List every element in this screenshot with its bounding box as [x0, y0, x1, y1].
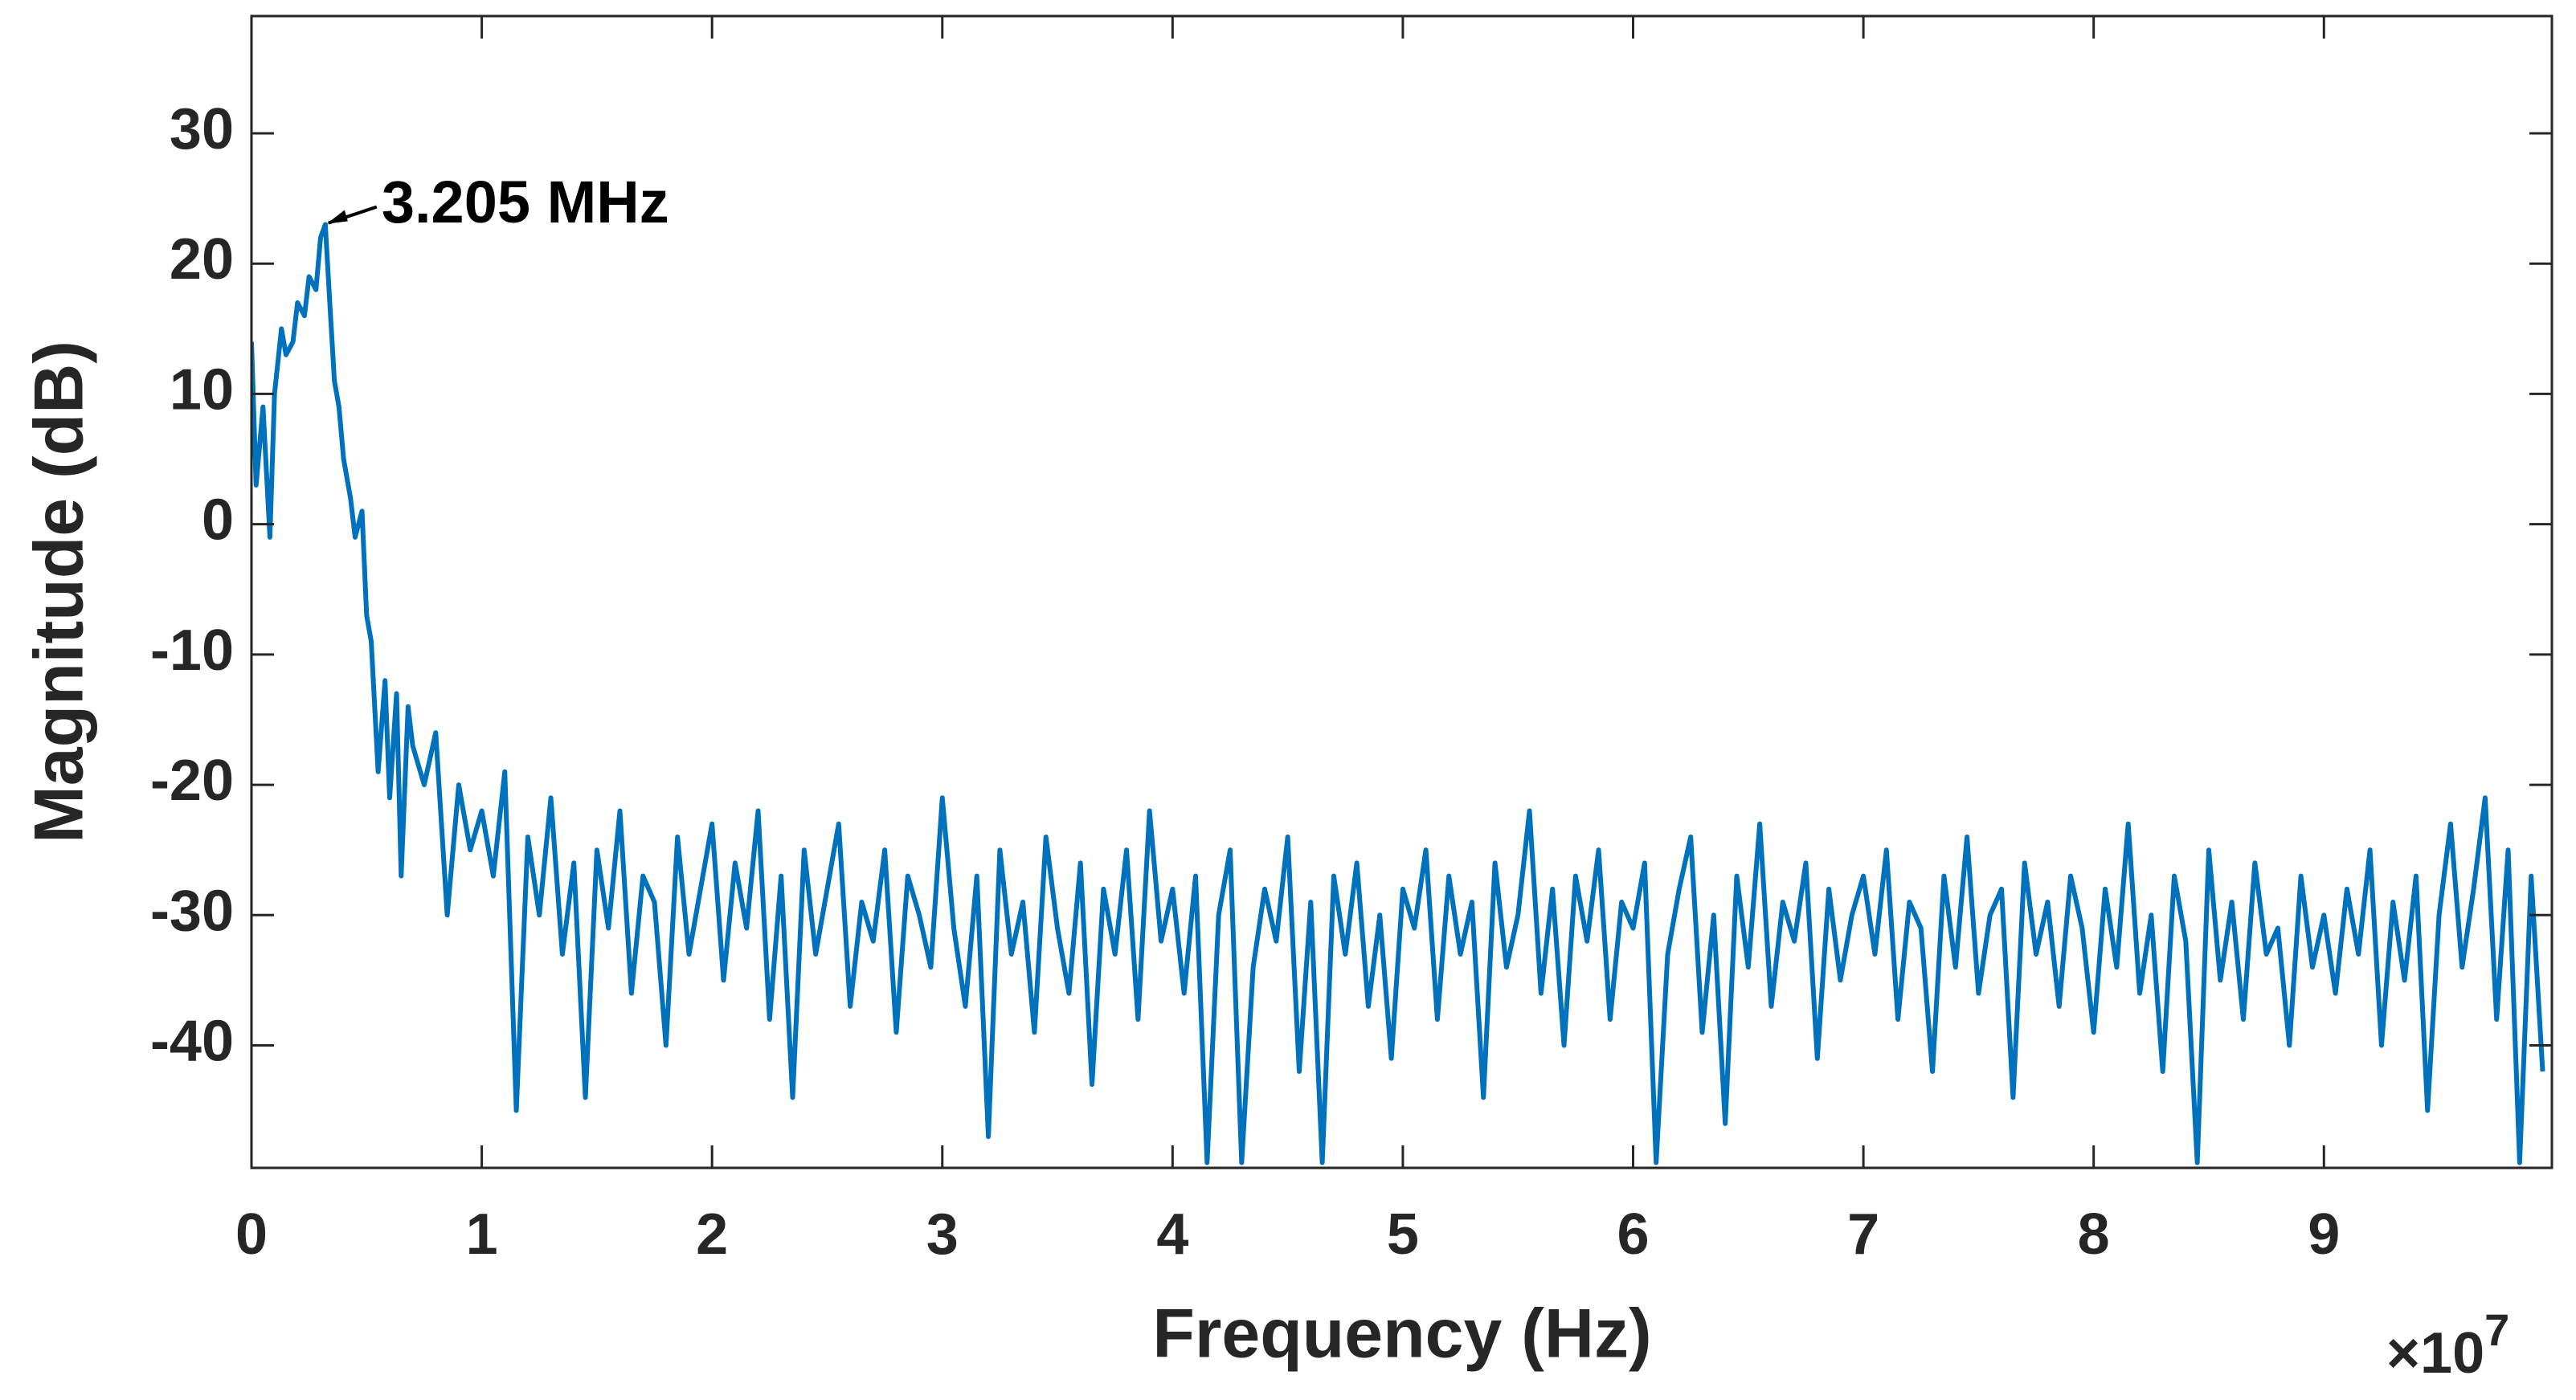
annotation-text: 3.205 MHz: [382, 169, 669, 235]
data-line: [251, 222, 2545, 1165]
y-tick-label: -30: [150, 879, 234, 943]
y-tick-label: -10: [150, 618, 234, 683]
x-tick-label: 3: [926, 1202, 959, 1267]
x-tick-label: 9: [2308, 1202, 2340, 1267]
y-axis-label: Magnitude (dB): [21, 341, 98, 843]
x-tick-label: 0: [235, 1202, 268, 1267]
x-scale-base: ×10: [2386, 1321, 2484, 1386]
y-tick-label: 0: [202, 488, 234, 553]
x-tick-label: 5: [1387, 1202, 1419, 1267]
x-tick-label: 4: [1156, 1202, 1188, 1267]
y-tick-label: -20: [150, 749, 234, 813]
y-tick-label: -40: [150, 1010, 234, 1074]
y-tick-label: 10: [170, 357, 234, 422]
x-axis-label: Frequency (Hz): [1152, 1296, 1651, 1373]
x-scale-label: ×107: [2386, 1304, 2509, 1386]
x-scale-exponent: 7: [2484, 1304, 2509, 1355]
y-tick-label: 20: [170, 227, 234, 292]
x-tick-label: 7: [1847, 1202, 1879, 1267]
x-tick-label: 1: [466, 1202, 498, 1267]
x-tick-label: 6: [1617, 1202, 1649, 1267]
y-tick-label: 30: [170, 97, 234, 161]
annotation-arrowhead: [326, 210, 348, 224]
x-tick-label: 2: [696, 1202, 728, 1267]
x-tick-label: 8: [2078, 1202, 2110, 1267]
